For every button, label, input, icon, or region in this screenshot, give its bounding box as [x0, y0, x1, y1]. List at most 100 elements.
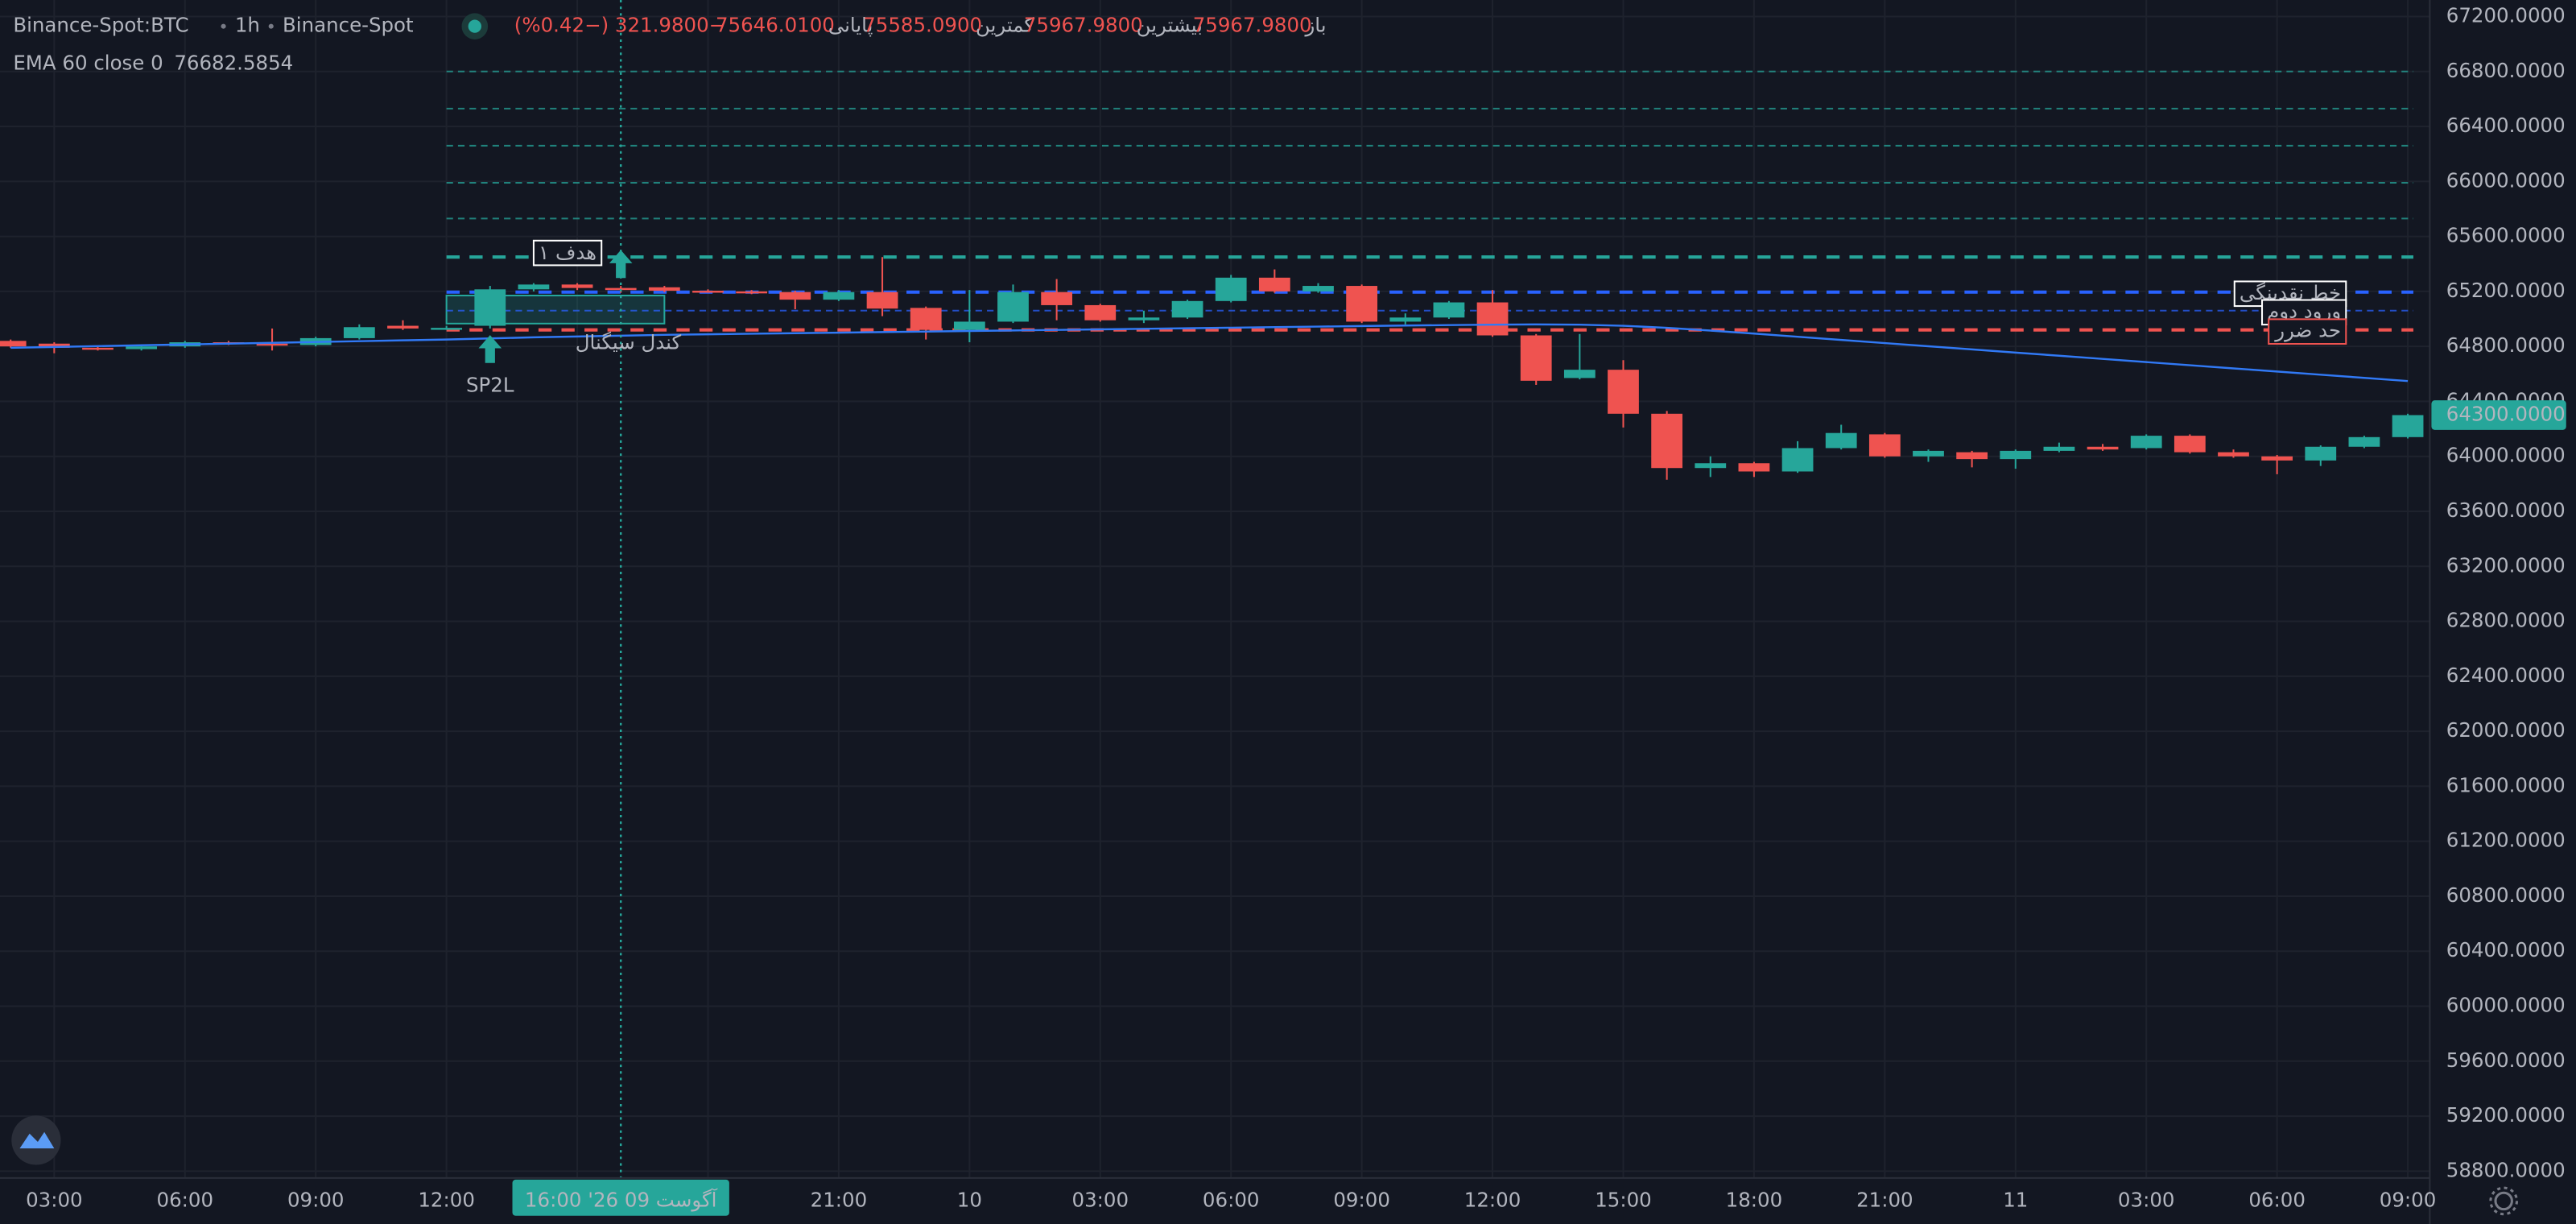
ohlc-value: 75967.9800 — [1024, 14, 1143, 37]
last-price-label: 64300.0000 — [2446, 403, 2566, 426]
change: −321.9800 (−0.42%) — [514, 14, 725, 37]
ohlc-label: کمترین — [976, 14, 1034, 37]
candle-body — [2261, 456, 2293, 461]
level-tag: هدف ۱ — [532, 239, 603, 267]
signal-label: SP2L — [466, 373, 514, 396]
x-tick-label: 12:00 — [1464, 1188, 1521, 1211]
candle-body — [1868, 434, 1901, 457]
x-tick-label: 06:00 — [157, 1188, 214, 1211]
level-tag-box — [2268, 318, 2347, 345]
candle-body — [82, 347, 114, 350]
y-tick-label: 67200.0000 — [2446, 3, 2566, 27]
candle-body — [1171, 300, 1203, 318]
candle-body — [2174, 436, 2206, 453]
x-tick-label: 03:00 — [26, 1188, 83, 1211]
x-tick-label: 18:00 — [1726, 1188, 1783, 1211]
candle-body — [1128, 317, 1160, 320]
candle-body — [2305, 446, 2337, 461]
settings-icon[interactable] — [2489, 1186, 2519, 1216]
symbol: Binance-Spot:BTC — [13, 14, 188, 37]
status-dot — [468, 19, 481, 33]
x-tick-label: 06:00 — [2248, 1188, 2306, 1211]
x-tick-label: 21:00 — [811, 1188, 868, 1211]
candle-body — [2392, 415, 2424, 437]
y-tick-label: 63200.0000 — [2446, 553, 2566, 577]
ohlc-value: 75646.0100 — [716, 14, 835, 37]
crosshair-label: 16:00 '26 آگوست 09 — [525, 1188, 718, 1211]
candle-body — [256, 343, 288, 346]
candle-body — [126, 346, 158, 349]
candle-body — [779, 292, 811, 300]
candle-body — [561, 284, 593, 288]
header: Binance-Spot:BTC 1h Binance-Spot باز7596… — [13, 13, 1327, 75]
y-tick-label: 63600.0000 — [2446, 498, 2566, 522]
candle-body — [387, 325, 419, 329]
gear-teeth — [2489, 1186, 2519, 1216]
candle-body — [1651, 413, 1683, 469]
y-tick-label: 60800.0000 — [2446, 883, 2566, 907]
separator — [221, 23, 226, 29]
candle-body — [1695, 463, 1727, 469]
ohlc-label: باز — [1303, 14, 1326, 37]
x-tick-label: 03:00 — [1072, 1188, 1129, 1211]
candle-body — [2348, 436, 2380, 447]
x-tick-label: 09:00 — [287, 1188, 345, 1211]
axes: 58800.0000 59200.0000 59600.0000 60000.0000… — [26, 3, 2566, 1216]
y-tick-label: 65600.0000 — [2446, 224, 2566, 247]
candle-body — [0, 341, 27, 347]
ohlc-row: باز75967.9800بیشترین75967.9800کمترین7558… — [514, 14, 1327, 37]
candle-body — [1346, 286, 1378, 322]
y-tick-label: 66000.0000 — [2446, 168, 2566, 192]
interval: 1h — [235, 14, 260, 37]
x-tick-label: 06:00 — [1203, 1188, 1260, 1211]
x-tick-label: 15:00 — [1595, 1188, 1652, 1211]
y-tick-label: 61200.0000 — [2446, 829, 2566, 852]
candle-body — [2000, 450, 2032, 460]
candle-body — [605, 287, 637, 291]
level-tag: حد ضرر — [2268, 318, 2347, 345]
signal-arrow — [478, 335, 502, 363]
y-tick-label: 61600.0000 — [2446, 773, 2566, 796]
candle-body — [736, 291, 768, 294]
y-tick-label: 64800.0000 — [2446, 333, 2566, 357]
y-tick-label: 59200.0000 — [2446, 1103, 2566, 1127]
x-tick-label: 10 — [957, 1188, 982, 1211]
candle-body — [1913, 450, 1944, 457]
candle-body — [2218, 452, 2249, 457]
candle-body — [2130, 436, 2162, 449]
ohlc-value: 75967.9800 — [1193, 14, 1312, 37]
last-price-badge — [2431, 400, 2566, 430]
candle-body — [1476, 302, 1509, 336]
candle-body — [38, 343, 70, 348]
x-tick-label: 03:00 — [2118, 1188, 2175, 1211]
x-tick-label: 09:00 — [1333, 1188, 1390, 1211]
candle-body — [692, 291, 724, 293]
level-tag-text: هدف ۱ — [539, 241, 597, 264]
y-tick-label: 66800.0000 — [2446, 59, 2566, 82]
candle-body — [823, 292, 855, 300]
candle-body — [1084, 304, 1117, 320]
candle-body — [997, 292, 1029, 322]
y-tick-label: 64000.0000 — [2446, 444, 2566, 467]
candle-body — [343, 327, 375, 338]
candle-body — [1563, 370, 1596, 378]
level-tag-text: حد ضرر — [2273, 319, 2341, 342]
gear[interactable] — [2494, 1191, 2513, 1211]
candle-body — [1781, 448, 1814, 472]
ohlc-label: بیشترین — [1137, 14, 1203, 37]
y-tick-label: 60000.0000 — [2446, 994, 2566, 1017]
exchange: Binance-Spot — [283, 14, 414, 37]
zone-label: کندل سیگنال — [576, 330, 682, 354]
x-tick-label: 09:00 — [2380, 1188, 2437, 1211]
candle-body — [2087, 446, 2119, 450]
y-tick-label: 66400.0000 — [2446, 114, 2566, 137]
logo-mark — [19, 1131, 55, 1149]
ohlc-label: پایانی — [828, 14, 873, 37]
indicator-value: 76682.5854 — [174, 52, 293, 75]
y-tick-label: 62400.0000 — [2446, 664, 2566, 687]
candle-body — [648, 287, 680, 292]
candle-body — [431, 328, 463, 330]
